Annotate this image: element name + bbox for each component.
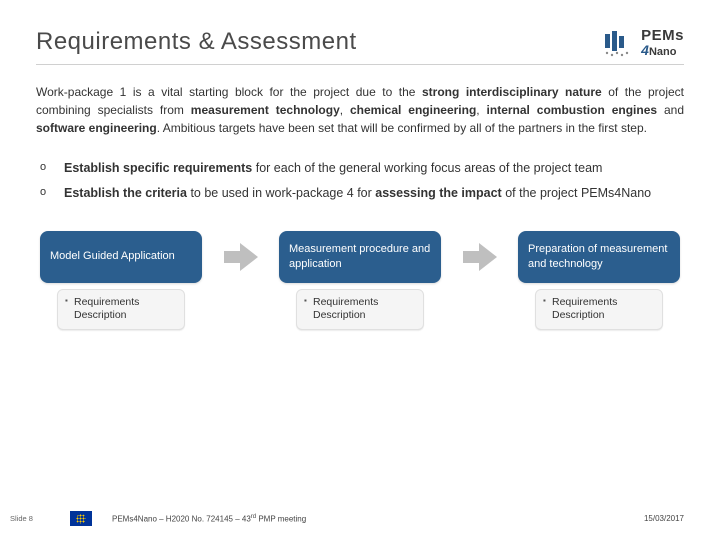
- sub-box-2: Requirements Description: [296, 289, 424, 330]
- logo-icon: [603, 28, 637, 58]
- pems4nano-logo: PEMs 4Nano: [603, 28, 684, 58]
- footer-center-text: PEMs4Nano – H2020 No. 724145 – 43rd PMP …: [112, 514, 306, 524]
- bullet-item: Establish the criteria to be used in wor…: [40, 184, 684, 203]
- bullet-list: Establish specific requirements for each…: [40, 159, 684, 203]
- logo-text-line1: PEMs: [641, 28, 684, 43]
- sub-box-3: Requirements Description: [535, 289, 663, 330]
- arrow-icon: [460, 243, 500, 271]
- bullet-item: Establish specific requirements for each…: [40, 159, 684, 178]
- logo-nano: Nano: [649, 46, 677, 58]
- slide-title: Requirements & Assessment: [36, 28, 357, 56]
- slide-number: Slide 8: [10, 514, 50, 523]
- sub-row: Requirements Description Requirements De…: [36, 289, 684, 330]
- flow-row: Model Guided Application Measurement pro…: [36, 231, 684, 283]
- footer: Slide 8 PEMs4Nano – H2020 No. 724145 – 4…: [0, 511, 720, 526]
- flow-box-3: Preparation of measurement and technolog…: [518, 231, 680, 283]
- footer-date: 15/03/2017: [644, 514, 684, 523]
- eu-flag-icon: [70, 511, 92, 526]
- title-divider: [36, 64, 684, 65]
- logo-four: 4: [641, 42, 649, 58]
- flow-box-1: Model Guided Application: [40, 231, 202, 283]
- arrow-icon: [221, 243, 261, 271]
- flow-box-2: Measurement procedure and application: [279, 231, 441, 283]
- sub-box-1: Requirements Description: [57, 289, 185, 330]
- intro-paragraph: Work-package 1 is a vital starting block…: [36, 83, 684, 137]
